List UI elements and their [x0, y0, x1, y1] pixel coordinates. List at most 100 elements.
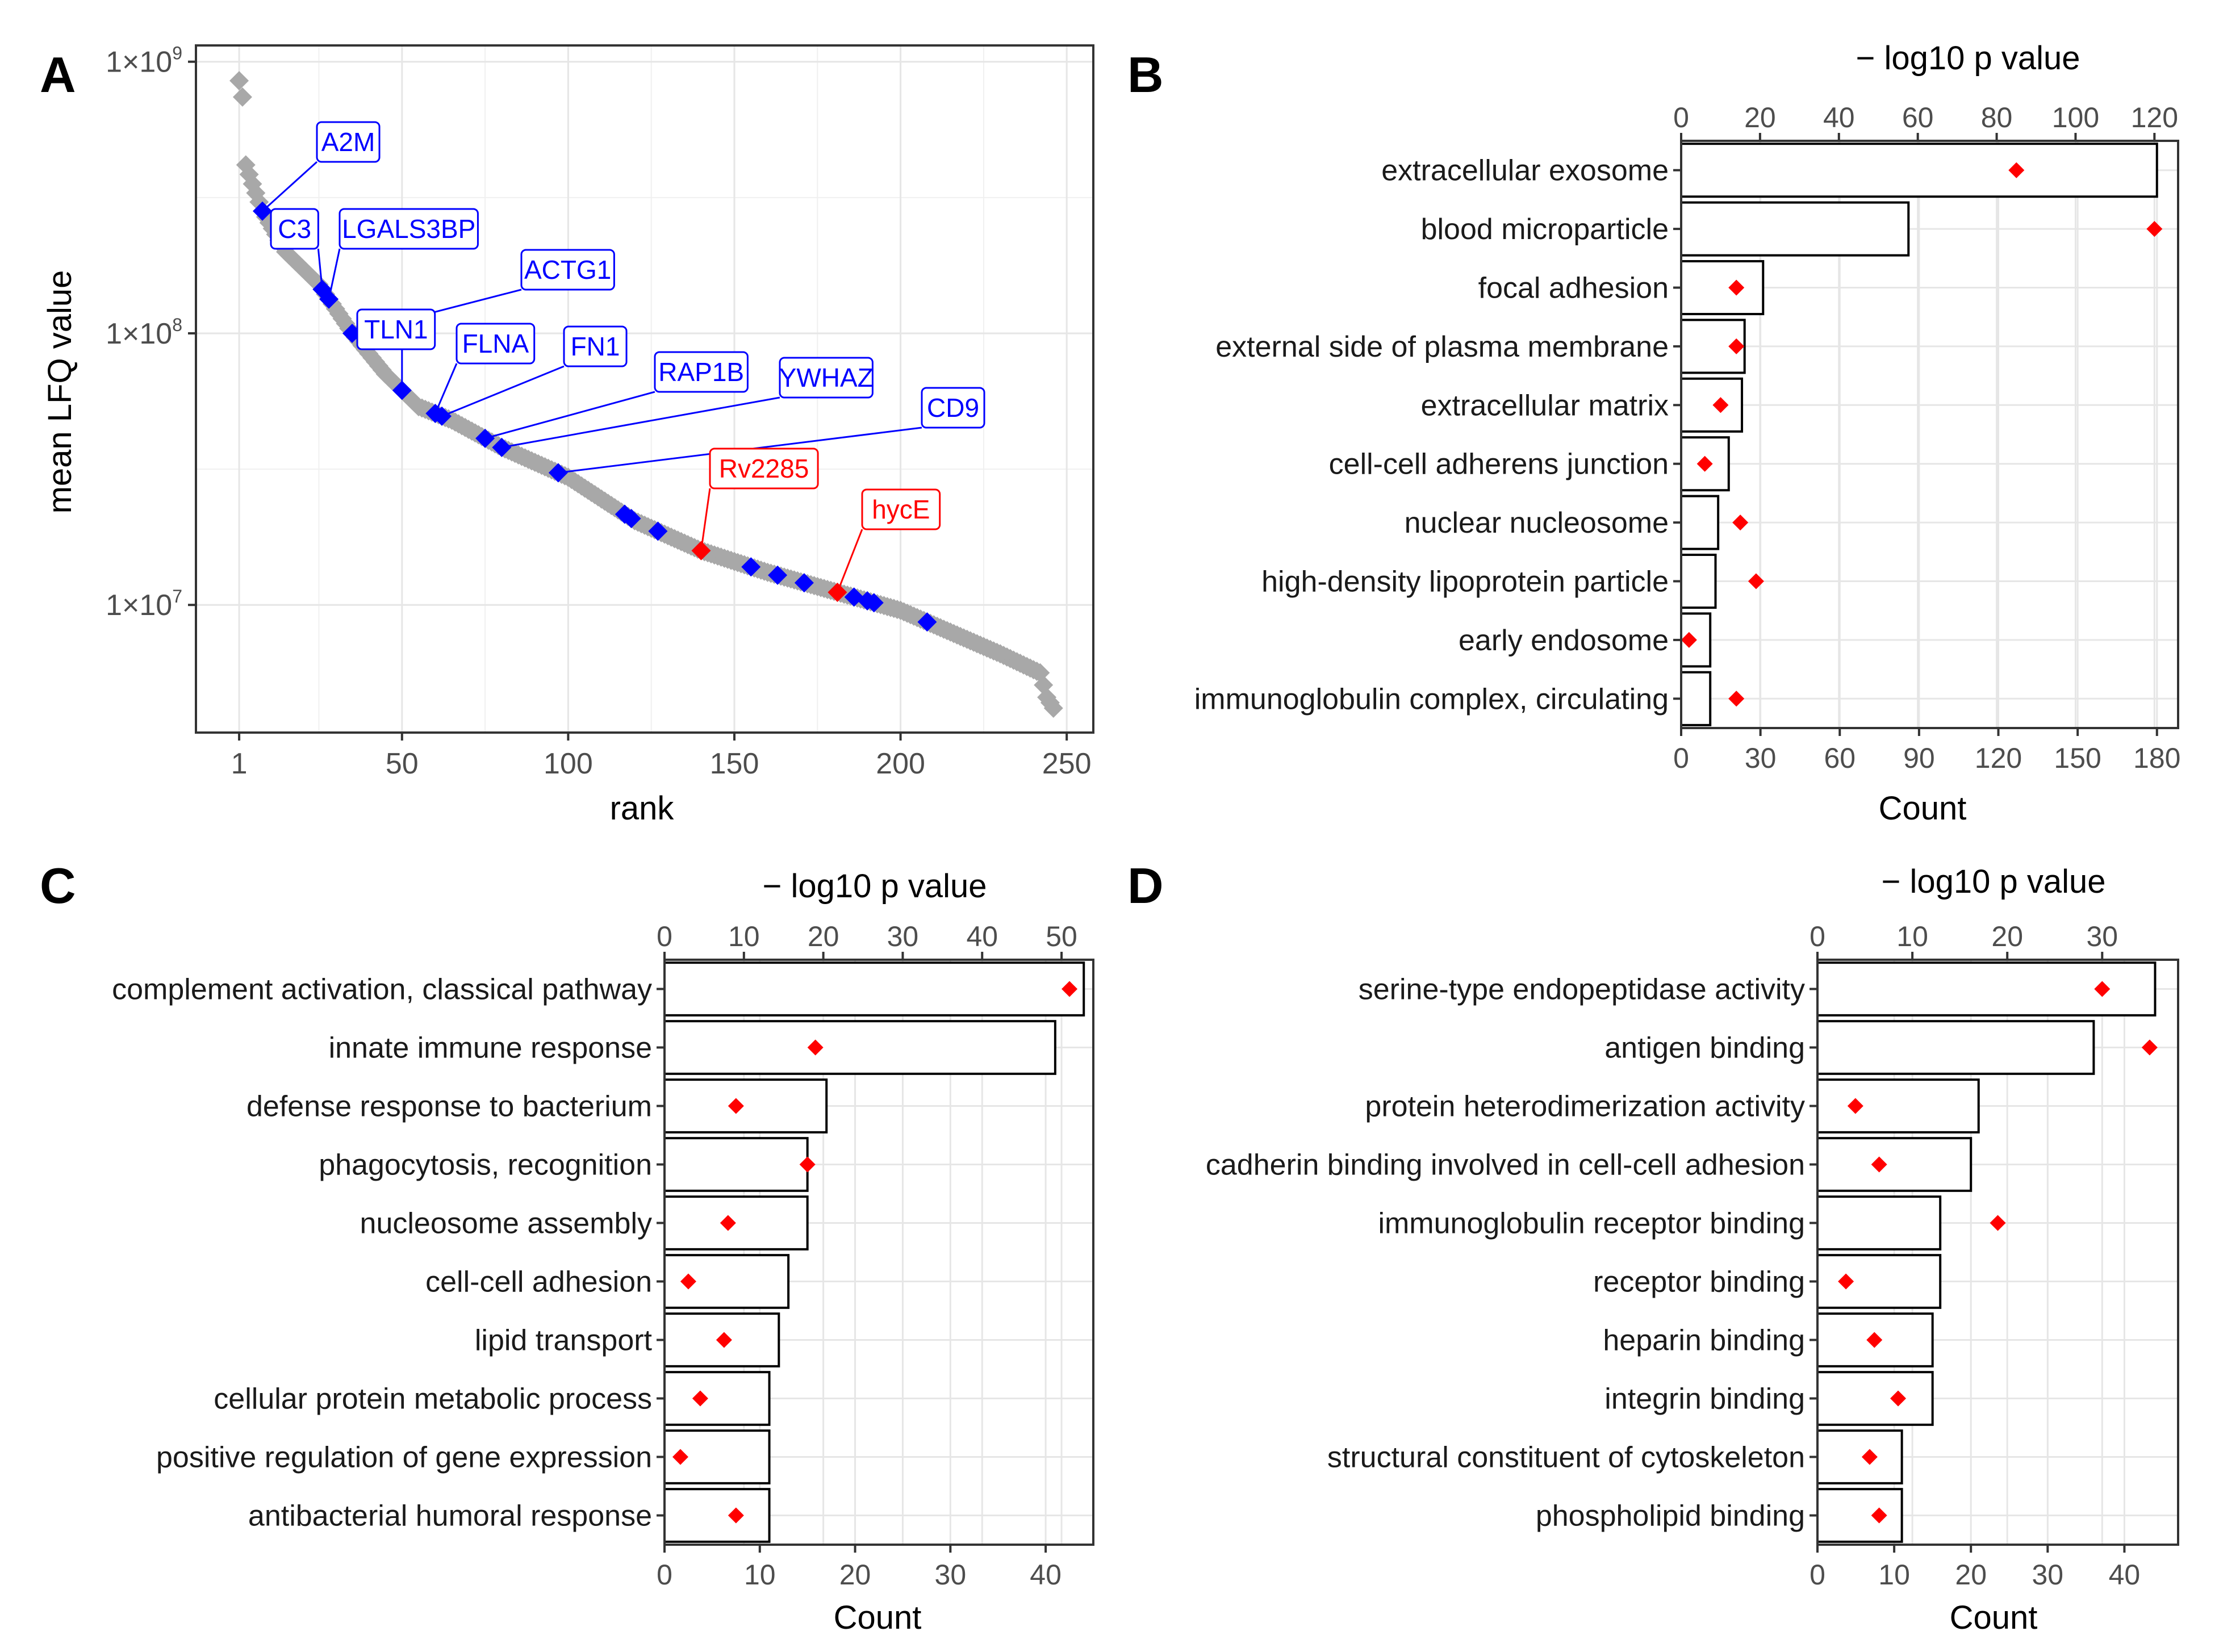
- panel-b-bar: [1680, 377, 1744, 433]
- panel-c-category-label: innate immune response: [329, 1032, 652, 1065]
- panel-a-leader-line: [502, 396, 780, 449]
- panel-b-category-label: nuclear nucleosome: [1405, 507, 1669, 539]
- panel-d-bar: [1816, 1078, 1980, 1134]
- panel-a-leader-line: [484, 391, 655, 440]
- panel-b-top-tick-label: 60: [1902, 102, 1934, 133]
- panel-c-category-label: positive regulation of gene expression: [156, 1441, 652, 1474]
- panel-a-label-text: C3: [278, 214, 311, 244]
- panel-c-bottom-tick-label: 10: [744, 1559, 776, 1591]
- panel-b-pvalue-point: [2008, 162, 2025, 178]
- panel-a-label-text: ACTG1: [524, 255, 611, 285]
- panel-c-top-axis-title: − log10 p value: [762, 868, 987, 905]
- panel-c-bottom-tick-label: 20: [839, 1559, 871, 1591]
- panel-c-bar: [663, 1312, 780, 1367]
- panel-c-category-label: antibacterial humoral response: [248, 1500, 652, 1533]
- panel-a-label-text: hycE: [872, 495, 930, 524]
- panel-d-pvalue-point: [1990, 1215, 2006, 1231]
- panel-b-bottom-tick-label: 180: [2133, 742, 2180, 774]
- panel-d-bar: [1816, 1195, 1942, 1250]
- panel-c-pvalue-point: [1062, 981, 1078, 997]
- panel-a-label-box: [921, 387, 985, 429]
- panel-a-label-box: [520, 249, 615, 291]
- panel-d-bottom-tick-label: 10: [1878, 1559, 1910, 1591]
- panel-a-label-box: [356, 308, 436, 350]
- panel-b-x-axis-title: Count: [1879, 790, 1967, 827]
- panel-b-category-label: extracellular exosome: [1381, 154, 1669, 187]
- panel-a-highlight-point: [741, 557, 761, 577]
- panel-a-label-text: CD9: [927, 393, 979, 423]
- panel-a-label-box: [779, 357, 874, 399]
- panel-c-pvalue-point: [692, 1390, 708, 1407]
- panel-b-category-label: cell-cell adherens junction: [1329, 448, 1669, 481]
- panel-b-top-axis-title: − log10 p value: [1856, 40, 2080, 77]
- panel-a-label-text: YWHAZ: [779, 363, 874, 392]
- panel-b-top-tick-label: 80: [1981, 102, 2013, 133]
- panel-d-category-label: serine-type endopeptidase activity: [1359, 973, 1805, 1006]
- panel-letter-a: A: [40, 47, 76, 103]
- panel-d-category-label: antigen binding: [1604, 1032, 1805, 1065]
- panel-a-leader-line: [700, 488, 711, 551]
- panel-b-bar: [1680, 495, 1720, 550]
- panel-a-labeled-point: [691, 541, 711, 561]
- panel-c-category-label: cellular protein metabolic process: [214, 1383, 652, 1416]
- panel-b-bottom-tick-label: 60: [1824, 742, 1856, 774]
- panel-c-bar: [663, 1488, 771, 1543]
- panel-d-pvalue-point: [1871, 1156, 1887, 1173]
- panel-c-bar: [663, 1371, 771, 1426]
- panel-c-category-label: nucleosome assembly: [360, 1207, 652, 1240]
- panel-a-x-tick-label: 1: [231, 747, 248, 780]
- panel-a-highlight-point: [917, 612, 937, 632]
- panel-d-pvalue-point: [1866, 1332, 1883, 1348]
- panel-c-x-axis-title: Count: [834, 1599, 922, 1636]
- panel-b-pvalue-point: [1681, 631, 1697, 648]
- panel-d-category-label: protein heterodimerization activity: [1365, 1090, 1805, 1123]
- panel-a-highlight-point: [648, 521, 668, 541]
- panel-d-bar: [1816, 1254, 1942, 1309]
- panel-d-go-bar-chart: − log10 p value Count serine-type endope…: [1206, 863, 2179, 1636]
- panel-d-top-tick-label: 30: [2087, 921, 2118, 952]
- panel-c-pvalue-point: [807, 1039, 824, 1056]
- panel-b-pvalue-point: [2146, 221, 2163, 237]
- panel-a-label-box: [563, 325, 628, 367]
- panel-d-category-label: integrin binding: [1604, 1383, 1805, 1416]
- panel-a-labeled-point: [253, 201, 273, 221]
- panel-a-rank-plot: A2M C3 LGALS3BP ACTG1 TLN1 FLNA FN1 RAP1B YWHAZ C…: [41, 43, 1094, 827]
- panel-a-x-tick-label: 150: [710, 747, 759, 780]
- panel-a-label-box: [316, 121, 381, 163]
- panel-b-pvalue-point: [1728, 279, 1745, 296]
- panel-a-label-text: LGALS3BP: [342, 214, 475, 244]
- panel-a-label-box: [455, 323, 536, 365]
- panel-d-bottom-tick-label: 30: [2032, 1559, 2064, 1591]
- panel-a-leader-line: [262, 161, 318, 212]
- panel-c-top-tick-label: 40: [966, 921, 998, 952]
- panel-a-leader-line: [441, 365, 565, 417]
- panel-a-label-box: [270, 208, 319, 250]
- panel-c-bar: [663, 1137, 809, 1192]
- panel-b-bottom-tick-label: 0: [1673, 742, 1689, 774]
- panel-c-category-label: complement activation, classical pathway: [112, 973, 652, 1006]
- panel-a-highlight-point: [621, 509, 641, 529]
- panel-a-frame: [195, 44, 1094, 734]
- panel-c-bar: [663, 1020, 1056, 1075]
- panel-b-bottom-tick-label: 120: [1975, 742, 2022, 774]
- panel-a-point: [1043, 698, 1063, 718]
- panel-b-go-bar-chart: − log10 p value Count extracellular exos…: [1194, 40, 2181, 827]
- panel-a-y-axis-title: mean LFQ value: [41, 270, 78, 514]
- panel-d-bar: [1816, 1371, 1934, 1426]
- panel-b-category-label: early endosome: [1459, 624, 1669, 657]
- panel-d-bottom-tick-label: 40: [2109, 1559, 2141, 1591]
- panel-b-pvalue-point: [1728, 338, 1745, 354]
- panel-b-category-label: immunoglobulin complex, circulating: [1194, 683, 1669, 716]
- panel-a-label-box: [861, 488, 941, 530]
- panel-c-category-label: defense response to bacterium: [246, 1090, 652, 1123]
- panel-a-leader-line: [434, 363, 458, 414]
- panel-letter-d: D: [1127, 858, 1164, 914]
- panel-d-category-label: receptor binding: [1593, 1266, 1805, 1299]
- panel-c-top-tick-label: 10: [728, 921, 760, 952]
- panel-d-category-label: immunoglobulin receptor binding: [1378, 1207, 1805, 1240]
- panel-c-go-bar-chart: − log10 p value Count complement activat…: [112, 868, 1094, 1636]
- panel-d-top-axis-title: − log10 p value: [1881, 863, 2105, 900]
- panel-c-category-label: lipid transport: [475, 1324, 653, 1357]
